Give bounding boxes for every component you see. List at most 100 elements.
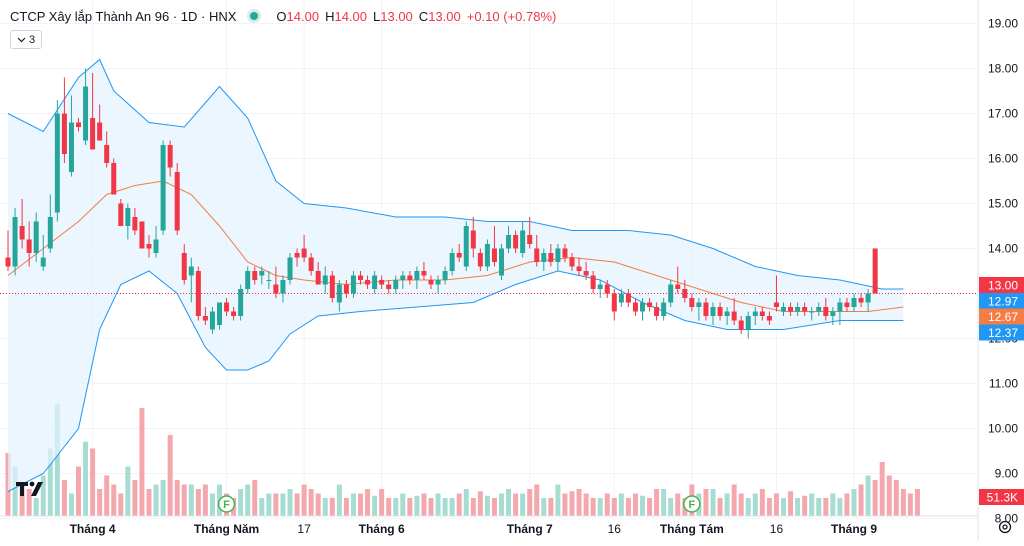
candle[interactable] — [379, 275, 385, 290]
candle[interactable] — [146, 235, 152, 258]
candle[interactable] — [266, 271, 272, 289]
candle[interactable] — [343, 280, 349, 298]
candle[interactable] — [745, 311, 751, 339]
candle[interactable] — [703, 298, 709, 321]
candle[interactable] — [202, 307, 208, 325]
candle[interactable] — [632, 298, 638, 316]
candle[interactable] — [365, 275, 371, 290]
candle[interactable] — [506, 226, 512, 253]
candle[interactable] — [527, 217, 533, 249]
tradingview-logo-icon[interactable] — [14, 478, 46, 500]
candle[interactable] — [738, 316, 744, 334]
candle[interactable] — [97, 104, 103, 141]
candle[interactable] — [858, 293, 864, 308]
candle[interactable] — [548, 244, 554, 267]
candle[interactable] — [54, 100, 60, 222]
candle[interactable] — [724, 307, 730, 325]
candle[interactable] — [752, 307, 758, 325]
gear-icon[interactable] — [996, 518, 1014, 536]
candle[interactable] — [280, 275, 286, 303]
candle[interactable] — [287, 253, 293, 285]
candle[interactable] — [689, 293, 695, 312]
candle[interactable] — [569, 253, 575, 271]
candle[interactable] — [118, 199, 124, 226]
candle[interactable] — [520, 221, 526, 258]
candle[interactable] — [259, 266, 265, 285]
candle[interactable] — [273, 266, 279, 299]
candle[interactable] — [604, 280, 610, 298]
candle[interactable] — [851, 293, 857, 312]
candle[interactable] — [435, 275, 441, 294]
candle[interactable] — [125, 203, 131, 240]
candle[interactable] — [484, 239, 490, 272]
candle[interactable] — [19, 199, 25, 249]
candle[interactable] — [231, 307, 237, 321]
candle[interactable] — [407, 271, 413, 285]
candle[interactable] — [844, 298, 850, 312]
candle[interactable] — [675, 266, 681, 294]
candle[interactable] — [661, 298, 667, 321]
candle[interactable] — [470, 217, 476, 258]
candle[interactable] — [181, 244, 187, 285]
candle[interactable] — [766, 311, 772, 326]
candle[interactable] — [322, 266, 328, 294]
candle[interactable] — [160, 140, 166, 236]
candle[interactable] — [590, 271, 596, 294]
candle[interactable] — [449, 248, 455, 276]
candle[interactable] — [640, 298, 645, 321]
candle[interactable] — [717, 302, 723, 321]
candle[interactable] — [583, 262, 589, 280]
candle[interactable] — [816, 302, 822, 317]
candle[interactable] — [513, 230, 519, 254]
candle[interactable] — [654, 302, 660, 321]
candle[interactable] — [781, 302, 786, 317]
candle[interactable] — [442, 266, 448, 285]
candle[interactable] — [456, 244, 462, 262]
candle[interactable] — [428, 275, 434, 290]
candle[interactable] — [731, 298, 737, 325]
candle[interactable] — [83, 68, 89, 146]
candle[interactable] — [358, 271, 363, 285]
candle[interactable] — [393, 275, 399, 294]
candle[interactable] — [597, 280, 603, 298]
candle[interactable] — [696, 298, 702, 321]
candle[interactable] — [647, 298, 653, 312]
candle[interactable] — [252, 266, 258, 285]
candle[interactable] — [26, 221, 32, 267]
candle[interactable] — [400, 271, 406, 289]
candle[interactable] — [315, 262, 321, 285]
candle[interactable] — [68, 95, 74, 177]
candle[interactable] — [668, 280, 674, 307]
candle[interactable] — [12, 208, 18, 276]
candle[interactable] — [463, 221, 469, 272]
candle[interactable] — [491, 226, 497, 267]
candle[interactable] — [167, 140, 173, 177]
candle[interactable] — [61, 77, 67, 164]
candle[interactable] — [837, 298, 843, 325]
candle[interactable] — [132, 208, 138, 235]
candle[interactable] — [499, 244, 504, 280]
candle[interactable] — [555, 244, 561, 271]
candle[interactable] — [308, 253, 314, 276]
candle[interactable] — [111, 158, 117, 195]
candle[interactable] — [562, 244, 568, 262]
candle[interactable] — [301, 235, 307, 262]
candle[interactable] — [209, 307, 215, 334]
candle[interactable] — [759, 307, 765, 321]
candle[interactable] — [795, 302, 801, 317]
dividend-marker[interactable]: F — [683, 495, 701, 513]
candle[interactable] — [386, 280, 392, 294]
candle[interactable] — [139, 221, 145, 249]
candle[interactable] — [47, 194, 53, 254]
candle[interactable] — [576, 257, 582, 276]
candle[interactable] — [788, 302, 794, 317]
candle[interactable] — [372, 271, 378, 294]
indicators-toggle-button[interactable]: 3 — [10, 30, 42, 49]
dividend-marker[interactable]: F — [217, 495, 236, 513]
candle[interactable] — [245, 266, 251, 294]
candle[interactable] — [217, 302, 222, 330]
candle[interactable] — [5, 230, 11, 272]
candle[interactable] — [76, 118, 81, 132]
candle[interactable] — [541, 248, 547, 272]
